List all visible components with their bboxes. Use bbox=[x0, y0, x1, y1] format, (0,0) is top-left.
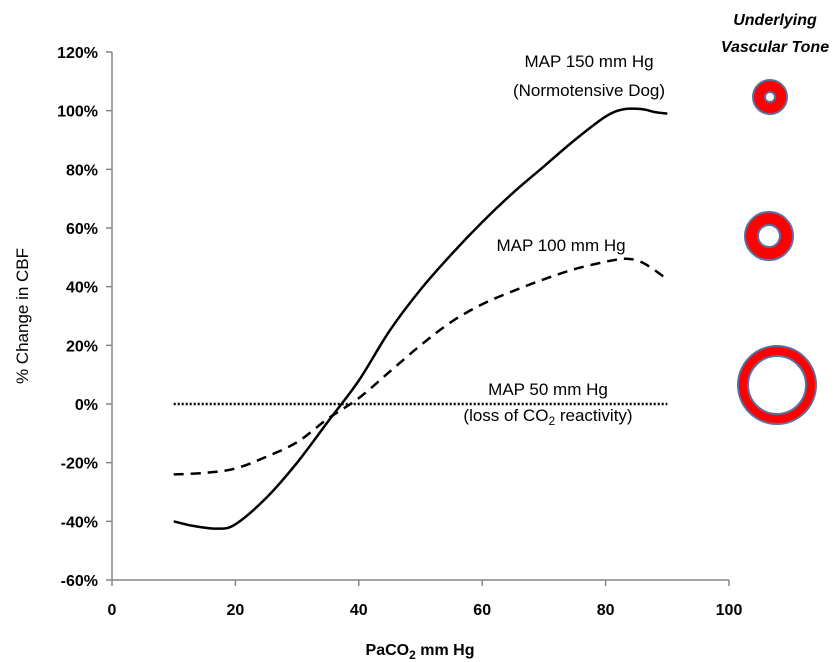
medium-tone-vessel-icon bbox=[744, 211, 794, 261]
x-tick-label: 100 bbox=[716, 602, 743, 619]
y-tick-label: 40% bbox=[66, 280, 98, 297]
x-tick-label: 40 bbox=[350, 602, 368, 619]
map100-label: MAP 100 mm Hg bbox=[496, 236, 625, 255]
y-tick-label: 80% bbox=[66, 162, 98, 179]
low-tone-vessel-icon bbox=[737, 345, 817, 425]
y-tick-label: 20% bbox=[66, 338, 98, 355]
x-axis-ticks: 0 20 40 60 80 100 bbox=[108, 580, 743, 619]
y-tick-label: 120% bbox=[57, 45, 98, 62]
high-tone-vessel-icon bbox=[752, 79, 788, 115]
y-tick-label: -40% bbox=[61, 514, 98, 531]
x-tick-label: 20 bbox=[227, 602, 245, 619]
x-tick-label: 0 bbox=[108, 602, 117, 619]
side-heading-line2: Vascular Tone bbox=[721, 39, 829, 56]
series-map-150-line bbox=[173, 107, 668, 530]
y-tick-label: 60% bbox=[66, 221, 98, 238]
x-tick-label: 80 bbox=[597, 602, 615, 619]
y-tick-label: -20% bbox=[61, 456, 98, 473]
series-map-100-line bbox=[173, 257, 669, 476]
y-tick-label: -60% bbox=[61, 573, 98, 590]
map50-label: MAP 50 mm Hg bbox=[488, 380, 608, 399]
x-axis-label: PaCO2 mm Hg bbox=[366, 642, 475, 662]
y-axis-ticks: -60% -40% -20% 0% 20% 40% 60% 80% 100% 120% bbox=[57, 45, 112, 590]
side-heading-line1: Underlying bbox=[733, 12, 817, 29]
map150-sublabel: (Normotensive Dog) bbox=[513, 81, 665, 100]
x-tick-label: 60 bbox=[473, 602, 491, 619]
y-tick-label: 100% bbox=[57, 104, 98, 121]
y-axis-label: % Change in CBF bbox=[13, 248, 32, 384]
map50-sublabel: (loss of CO2 reactivity) bbox=[463, 406, 632, 428]
series-group bbox=[173, 107, 669, 530]
map150-label: MAP 150 mm Hg bbox=[524, 52, 653, 71]
y-tick-label: 0% bbox=[75, 397, 98, 414]
